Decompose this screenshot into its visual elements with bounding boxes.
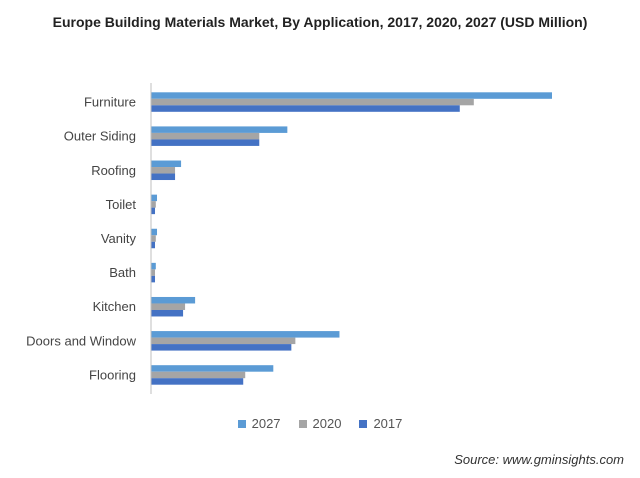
category-label: Kitchen (93, 299, 136, 314)
bar-2017-furniture (151, 105, 460, 112)
legend-swatch (298, 419, 307, 428)
legend-swatch (359, 419, 368, 428)
category-label: Vanity (101, 231, 137, 246)
bar-2017-roofing (151, 173, 176, 181)
bar-2020-vanity (151, 235, 156, 242)
legend-item-2020: 2020 (298, 416, 342, 431)
bar-2017-outer-siding (151, 139, 260, 146)
legend-label: 2020 (312, 416, 342, 431)
bar-2017-vanity (151, 241, 156, 249)
bar-2020-doors-and-window (151, 337, 296, 345)
bar-2027-toilet (151, 194, 158, 202)
bar-2027-bath (151, 262, 156, 270)
category-label: Roofing (91, 163, 136, 178)
category-labels: Furniture Outer Siding Roofing Toilet Vanity… (26, 95, 136, 383)
legend-item-2027: 2027 (237, 416, 281, 431)
bar-2017-bath (151, 275, 156, 283)
category-label: Bath (109, 265, 136, 280)
bar-2027-outer-siding (151, 126, 288, 133)
bar-2027-vanity (151, 228, 158, 236)
category-label: Furniture (84, 95, 136, 110)
bar-2017-toilet (151, 207, 156, 215)
legend-swatch (237, 419, 246, 428)
source-note: Source: www.gminsights.com (454, 452, 624, 467)
chart-title: Europe Building Materials Market, By App… (52, 14, 588, 30)
category-label: Doors and Window (26, 333, 136, 348)
bar-2020-toilet (151, 201, 156, 208)
bar-2027-roofing (151, 160, 182, 168)
legend-label: 2017 (373, 416, 403, 431)
legend: 2027 2020 2017 (0, 416, 640, 431)
bar-2020-furniture (151, 98, 474, 106)
category-label: Flooring (89, 367, 136, 382)
bar-2020-kitchen (151, 303, 186, 310)
legend-label: 2027 (251, 416, 281, 431)
bar-2027-furniture (151, 92, 552, 99)
bar-2017-flooring (151, 378, 244, 385)
bar-2020-roofing (151, 167, 176, 174)
bar-2017-doors-and-window (151, 344, 292, 351)
legend-item-2017: 2017 (359, 416, 402, 431)
category-label: Toilet (106, 197, 137, 212)
bars-layer (151, 92, 552, 385)
bar-2017-kitchen (151, 309, 184, 317)
bar-2020-outer-siding (151, 132, 260, 140)
bar-2027-doors-and-window (151, 331, 340, 338)
bar-2027-kitchen (151, 296, 196, 304)
bar-2020-flooring (151, 371, 246, 379)
category-label: Outer Siding (64, 129, 136, 144)
bar-2027-flooring (151, 365, 274, 372)
bar-2020-bath (151, 269, 156, 276)
